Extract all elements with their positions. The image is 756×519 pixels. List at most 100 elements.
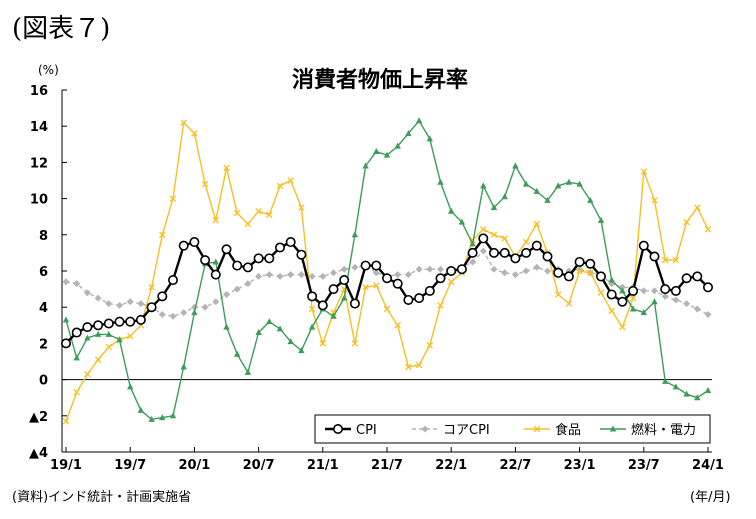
data-point-cpi <box>221 244 232 255</box>
data-point-fuel-power <box>62 316 70 323</box>
data-point-fuel-power <box>437 178 444 185</box>
data-point-core-cpi <box>340 265 348 273</box>
x-tick-label: 21/1 <box>307 458 339 473</box>
data-point-cpi <box>510 253 521 264</box>
data-point-food <box>244 220 252 228</box>
data-point-food <box>212 217 220 224</box>
series-group <box>60 233 713 349</box>
data-point-fuel-power <box>662 377 669 384</box>
data-point-cpi <box>670 285 681 296</box>
data-point-fuel-power <box>576 180 583 187</box>
data-point-cpi <box>264 253 275 264</box>
data-point-cpi <box>488 247 499 258</box>
data-point-cpi <box>332 423 343 434</box>
data-point-fuel-power <box>522 180 530 187</box>
data-point-food <box>554 291 562 298</box>
data-point-core-cpi <box>404 271 412 279</box>
data-point-fuel-power <box>180 363 187 370</box>
chart-legend: CPI コアCPI 食品 燃料・電力 <box>314 414 711 444</box>
data-point-fuel-power <box>73 354 80 361</box>
data-point-cpi <box>253 253 264 264</box>
data-point-fuel-power <box>512 162 519 169</box>
data-point-cpi <box>125 316 136 327</box>
data-point-food <box>201 180 209 188</box>
data-point-core-cpi <box>276 272 284 280</box>
data-point-fuel-power <box>287 338 294 345</box>
data-point-food <box>640 168 648 175</box>
data-point-fuel-power <box>533 187 540 194</box>
legend-label: コアCPI <box>443 423 490 438</box>
legend-item-cpi: CPI <box>325 423 377 438</box>
data-point-food <box>308 305 316 313</box>
data-point-food <box>94 356 102 363</box>
x-tick-label: 23/7 <box>628 458 660 473</box>
data-point-fuel-power <box>609 425 617 432</box>
legend-item-fuel-power: 燃料・電力 <box>600 422 696 438</box>
data-point-core-cpi <box>244 280 252 288</box>
data-point-food <box>223 164 230 172</box>
data-point-fuel-power <box>448 207 455 214</box>
data-point-core-cpi <box>394 271 402 279</box>
data-point-fuel-power <box>234 350 241 357</box>
data-point-food <box>255 208 262 215</box>
data-point-cpi <box>317 300 328 311</box>
data-point-cpi <box>681 273 692 284</box>
data-point-food <box>501 235 508 242</box>
data-point-food <box>233 209 241 217</box>
data-point-fuel-power <box>694 394 701 401</box>
data-point-core-cpi <box>233 285 241 293</box>
data-point-core-cpi <box>319 272 327 280</box>
data-point-fuel-power <box>469 240 476 247</box>
data-point-fuel-power <box>116 336 123 343</box>
x-tick-label: 23/1 <box>564 458 596 473</box>
data-point-core-cpi <box>126 298 134 306</box>
data-point-cpi <box>702 282 713 293</box>
data-point-fuel-power <box>608 276 615 283</box>
data-point-core-cpi <box>62 278 70 286</box>
data-point-fuel-power <box>191 309 198 316</box>
data-point-fuel-power <box>169 412 177 419</box>
data-point-food <box>683 218 690 226</box>
data-point-food <box>694 204 701 211</box>
data-point-food <box>619 323 626 331</box>
data-point-core-cpi <box>469 258 477 266</box>
data-point-food <box>394 322 401 329</box>
data-point-cpi <box>692 271 703 282</box>
data-point-food <box>105 343 113 351</box>
data-point-cpi <box>649 251 660 262</box>
x-tick-label: 21/7 <box>371 458 403 473</box>
data-point-cpi <box>542 251 553 262</box>
y-tick-label: 14 <box>30 120 48 135</box>
data-point-core-cpi <box>704 310 712 318</box>
data-point-cpi <box>467 247 478 258</box>
legend-label: 燃料・電力 <box>631 422 696 438</box>
data-point-food <box>180 119 187 126</box>
data-point-core-cpi <box>672 296 680 304</box>
data-point-core-cpi <box>511 271 519 279</box>
data-point-cpi <box>178 240 189 251</box>
data-point-cpi <box>553 267 564 278</box>
data-point-cpi <box>349 298 360 309</box>
data-point-core-cpi <box>330 269 337 277</box>
source-note: (資料)インド統計・計画実施省 <box>12 490 192 505</box>
data-point-cpi <box>660 284 671 295</box>
data-point-core-cpi <box>372 269 380 277</box>
data-point-fuel-power <box>298 347 305 354</box>
data-point-core-cpi <box>212 298 220 306</box>
data-point-cpi <box>456 264 467 275</box>
data-point-cpi <box>531 240 542 251</box>
data-point-food <box>319 340 327 347</box>
data-point-food <box>587 269 594 277</box>
x-tick-label: 22/1 <box>435 458 467 473</box>
data-point-cpi <box>435 273 446 284</box>
data-point-fuel-power <box>587 196 594 203</box>
data-point-fuel-power <box>223 323 230 330</box>
data-point-food <box>490 231 498 239</box>
data-point-food <box>533 220 541 228</box>
data-point-cpi <box>478 233 489 244</box>
data-point-cpi <box>595 271 606 282</box>
data-point-cpi <box>60 338 71 349</box>
data-point-fuel-power <box>565 178 573 185</box>
series-group <box>62 117 712 422</box>
data-point-cpi <box>574 256 585 267</box>
